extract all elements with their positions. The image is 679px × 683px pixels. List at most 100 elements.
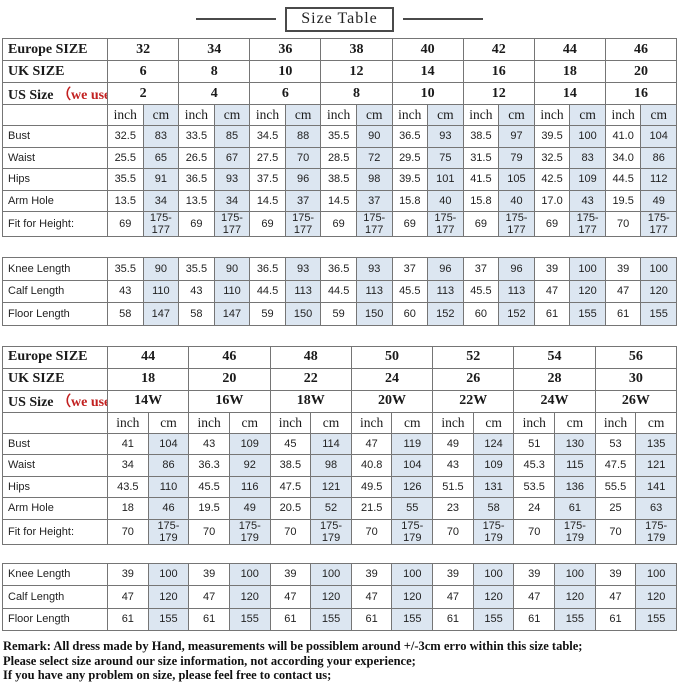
table-row: Floor Length 61 155 61 155 61 155 61 155 61 155 61 1… xyxy=(2,607,677,631)
inch-value: 47 xyxy=(350,585,393,609)
inch-value: 47 xyxy=(513,585,556,609)
cm-value: 91 xyxy=(142,168,180,191)
inch-value: 69 xyxy=(107,211,144,237)
cm-value: 131 xyxy=(472,475,515,498)
inch-value: 61 xyxy=(107,607,149,631)
cm-value: 175-177 xyxy=(142,211,180,237)
inch-value: 51.5 xyxy=(432,475,474,498)
cm-value: 46 xyxy=(147,497,190,520)
inch-value: 38.5 xyxy=(269,454,312,477)
row-label-text: US Size xyxy=(8,87,57,103)
inch-value: 53.5 xyxy=(513,475,556,498)
unit-inch-label: inch xyxy=(188,411,230,434)
row-label: UK SIZE xyxy=(2,367,108,391)
inch-value: 34.5 xyxy=(249,125,286,148)
unit-inch-label: inch xyxy=(107,411,149,434)
cm-value: 93 xyxy=(213,168,251,191)
inch-value: 44.5 xyxy=(320,279,357,303)
inch-value: 41.5 xyxy=(462,168,500,191)
size-value: 38 xyxy=(320,38,393,61)
inch-value: 40.8 xyxy=(350,454,393,477)
table-row: Arm Hole 13.5 34 13.5 34 14.5 37 14.5 37 15.8 40 15… xyxy=(2,189,677,212)
inch-value: 47 xyxy=(107,585,149,609)
cm-value: 100 xyxy=(228,562,271,586)
size-value: 48 xyxy=(269,345,352,369)
inch-value: 47 xyxy=(350,432,393,455)
cm-value: 96 xyxy=(427,257,464,281)
inch-value: 70 xyxy=(594,518,637,545)
inch-value: 43 xyxy=(178,279,215,303)
cm-value: 79 xyxy=(498,146,535,169)
inch-value: 36.5 xyxy=(391,125,429,148)
inch-value: 17.0 xyxy=(533,189,571,212)
size-value: 20W xyxy=(350,389,434,413)
inch-value: 45.5 xyxy=(188,475,230,498)
inch-value: 26.5 xyxy=(178,146,215,169)
inch-value: 69 xyxy=(178,211,215,237)
row-label: Knee Length xyxy=(2,562,108,586)
inch-value: 13.5 xyxy=(107,189,144,212)
inch-value: 34.0 xyxy=(604,146,642,169)
row-label-text: US Size xyxy=(8,395,57,410)
cm-value: 175-177 xyxy=(498,211,535,237)
inch-value: 32.5 xyxy=(533,146,571,169)
size-table-1-lengths: Knee Length 35.5 90 35.5 90 36.5 93 36.5 93 37 96 3… xyxy=(2,257,677,326)
row-label: Europe SIZE xyxy=(2,38,108,61)
cm-value: 155 xyxy=(554,607,596,631)
cm-value: 155 xyxy=(635,607,677,631)
unit-header-row: inch cm inch cm inch cm inch cm inch cm inch cm inch… xyxy=(2,104,677,126)
row-label xyxy=(2,104,108,126)
size-value: 40 xyxy=(391,38,464,61)
size-value: 26 xyxy=(432,367,515,391)
inch-value: 44.5 xyxy=(604,168,642,191)
cm-value: 175-179 xyxy=(472,518,515,545)
cm-value: 120 xyxy=(569,279,606,303)
unit-inch-label: inch xyxy=(533,104,571,126)
unit-inch-label: inch xyxy=(178,104,215,126)
unit-cm-label: cm xyxy=(142,104,180,126)
cm-value: 124 xyxy=(472,432,515,455)
inch-value: 70 xyxy=(188,518,230,545)
cm-value: 65 xyxy=(142,146,180,169)
inch-value: 25.5 xyxy=(107,146,144,169)
row-label: Fit for Height: xyxy=(2,211,108,237)
cm-value: 120 xyxy=(228,585,271,609)
size-value: 26W xyxy=(594,389,678,413)
cm-value: 93 xyxy=(284,257,322,281)
cm-value: 150 xyxy=(284,302,322,326)
cm-value: 43 xyxy=(569,189,606,212)
cm-value: 114 xyxy=(310,432,352,455)
row-label: Fit for Height: xyxy=(2,518,108,545)
size-value: 8 xyxy=(320,82,393,105)
row-label: UK SIZE xyxy=(2,60,108,83)
cm-value: 100 xyxy=(640,257,677,281)
table-row: Hips 43.5 110 45.5 116 47.5 121 49.5 126 51.5 131 5… xyxy=(2,475,677,498)
table-row: Waist 25.5 65 26.5 67 27.5 70 28.5 72 29.5 75 31.5 7… xyxy=(2,146,677,169)
cm-value: 75 xyxy=(427,146,464,169)
inch-value: 70 xyxy=(513,518,556,545)
row-label: Waist xyxy=(2,454,108,477)
inch-value: 47 xyxy=(432,585,474,609)
cm-value: 175-179 xyxy=(147,518,190,545)
inch-value: 70 xyxy=(269,518,312,545)
table-row: Fit for Height: 69 175-177 69 175-177 69 175-1… xyxy=(2,211,677,237)
inch-value: 37 xyxy=(462,257,500,281)
size-value: 28 xyxy=(513,367,596,391)
cm-value: 121 xyxy=(635,454,677,477)
row-label: Bust xyxy=(2,125,108,148)
inch-value: 49.5 xyxy=(350,475,393,498)
cm-value: 175-179 xyxy=(635,518,677,545)
cm-value: 67 xyxy=(213,146,251,169)
inch-value: 41.0 xyxy=(604,125,642,148)
inch-value: 59 xyxy=(249,302,286,326)
cm-value: 40 xyxy=(498,189,535,212)
cm-value: 90 xyxy=(355,125,393,148)
inch-value: 47 xyxy=(188,585,230,609)
size-value: 4 xyxy=(178,82,251,105)
cm-value: 112 xyxy=(640,168,677,191)
unit-inch-label: inch xyxy=(462,104,500,126)
cm-value: 120 xyxy=(554,585,596,609)
cm-value: 40 xyxy=(427,189,464,212)
cm-value: 97 xyxy=(498,125,535,148)
